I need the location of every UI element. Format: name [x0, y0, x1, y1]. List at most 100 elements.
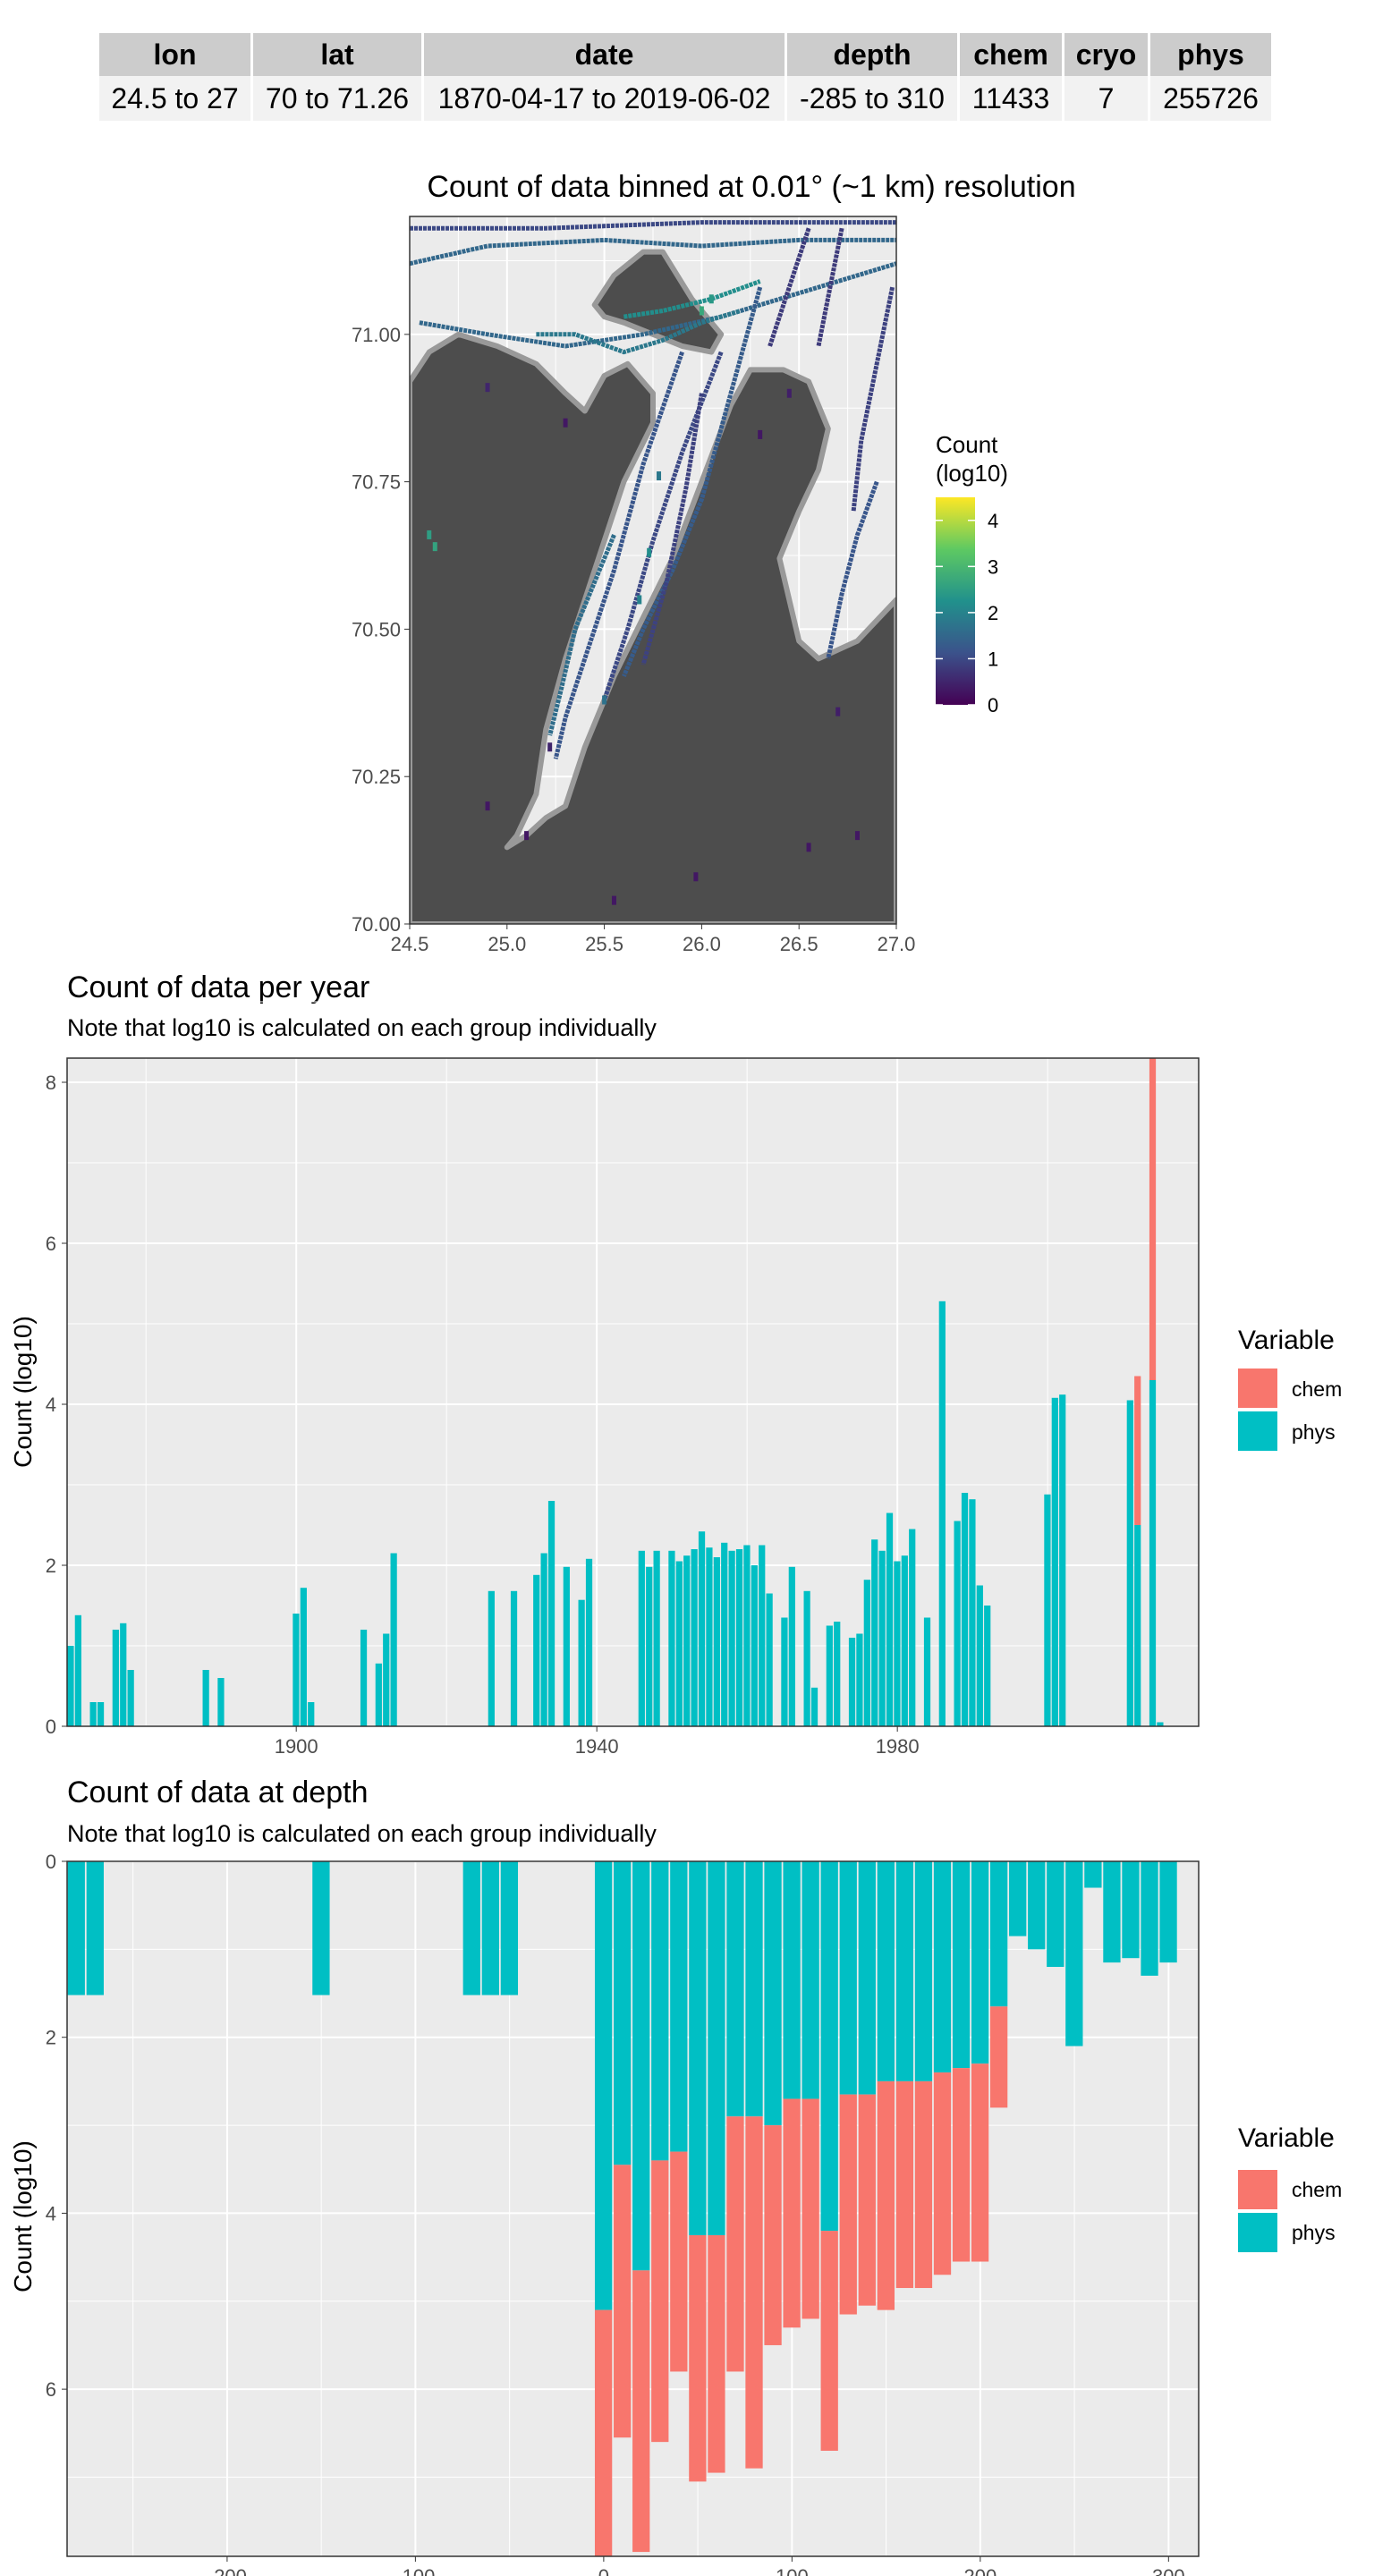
depth-legend-chem-label: chem [1292, 2178, 1342, 2201]
data-cell [432, 542, 437, 552]
phys-bar [1051, 1397, 1058, 1726]
phys-bar [1065, 1861, 1083, 2046]
cell-date: 1870-04-17 to 2019-06-02 [424, 76, 785, 121]
mainland-polygon [410, 331, 896, 924]
phys-bar [632, 1861, 650, 2271]
phys-bar [788, 1566, 795, 1726]
phys-bar [638, 1550, 645, 1726]
data-cell [563, 418, 568, 428]
phys-bar [585, 1558, 593, 1726]
map-x-tick-label: 26.0 [683, 933, 721, 955]
map-x-tick-label: 26.5 [780, 933, 818, 955]
chem-bar [632, 2270, 650, 2553]
header-lat: lat [253, 33, 421, 76]
phys-bar [856, 1633, 863, 1726]
y-tick-label: 0 [46, 1716, 56, 1738]
track-cells [851, 286, 895, 512]
cell-cryo: 7 [1064, 76, 1148, 121]
map-colorbar-ticks: 0 1 2 3 4 [936, 510, 998, 716]
track-cells [826, 480, 879, 659]
y-tick-label: 2 [46, 2027, 56, 2049]
depth-chart: Count of data at depth Note that log10 i… [9, 1775, 1342, 2576]
year-x-axis: 1900 1940 1980 [275, 1726, 920, 1758]
x-tick-label: 0 [598, 2565, 609, 2576]
chem-bar [895, 2080, 914, 2289]
phys-bar [1028, 1861, 1046, 1950]
phys-bar [67, 1861, 85, 1996]
header-phys: phys [1150, 33, 1271, 76]
phys-bar [533, 1574, 540, 1726]
map-x-tick-label: 24.5 [391, 933, 429, 955]
colorbar-tick-label: 2 [988, 602, 998, 624]
summary-header-row: lon lat date depth chem cryo phys [99, 33, 1271, 76]
year-legend-chem-label: chem [1292, 1377, 1342, 1401]
header-lon: lon [99, 33, 250, 76]
phys-bar [670, 1861, 688, 2152]
phys-bar [728, 1550, 735, 1726]
phys-bar [989, 1861, 1008, 2007]
map-title: Count of data binned at 0.01° (~1 km) re… [427, 170, 1075, 204]
header-chem: chem [960, 33, 1062, 76]
x-tick-label: 1940 [575, 1735, 619, 1758]
phys-bar [360, 1630, 368, 1726]
chem-bar [952, 2068, 971, 2262]
chem-bar [764, 2125, 782, 2345]
phys-bar [698, 1531, 706, 1726]
map-tracks [410, 220, 896, 905]
map-x-tick-label: 25.5 [585, 933, 623, 955]
phys-bar [594, 1861, 613, 2310]
chem-bar [614, 2165, 632, 2438]
depth-legend-phys-label: phys [1292, 2221, 1336, 2244]
phys-bar [112, 1630, 119, 1726]
phys-bar [877, 1861, 895, 2081]
phys-bar [293, 1614, 300, 1726]
cell-chem: 11433 [960, 76, 1062, 121]
x-tick-label: -200 [208, 2565, 247, 2576]
phys-bar [74, 1614, 81, 1726]
phys-bar [1084, 1861, 1102, 1888]
phys-bar [895, 1861, 914, 2081]
chem-bar [839, 2094, 857, 2315]
y-tick-label: 2 [46, 1555, 56, 1577]
chem-bar [726, 2116, 744, 2372]
data-cell [602, 695, 607, 705]
track-cells [547, 534, 616, 736]
y-tick-label: 6 [46, 1233, 56, 1255]
cell-lat: 70 to 71.26 [253, 76, 421, 121]
phys-bar [834, 1622, 841, 1726]
phys-bar [848, 1638, 856, 1726]
phys-bar [120, 1623, 127, 1726]
data-cell [611, 895, 616, 905]
depth-y-axis: 0 2 4 6 [46, 1851, 67, 2401]
phys-bar [1059, 1394, 1066, 1726]
phys-bar [745, 1861, 763, 2117]
data-cell [835, 707, 841, 716]
track-cells [816, 227, 844, 347]
data-cell [708, 294, 714, 304]
y-tick-label: 4 [46, 2202, 56, 2224]
phys-bar [735, 1549, 743, 1726]
phys-bar [933, 1861, 952, 2073]
phys-bar [863, 1580, 870, 1726]
phys-bar [668, 1550, 675, 1726]
phys-bar [127, 1670, 134, 1726]
track-cells [622, 286, 763, 678]
year-legend-title: Variable [1238, 1326, 1335, 1355]
depth-y-axis-title: Count (log10) [9, 2140, 37, 2292]
chem-bar [745, 2116, 763, 2469]
chem-bar [689, 2235, 707, 2482]
chem-bar [877, 2080, 895, 2310]
header-date: date [424, 33, 785, 76]
summary-table: lon lat date depth chem cryo phys 24.5 t… [97, 33, 1274, 121]
track-cells [410, 237, 896, 267]
depth-legend-phys-swatch [1238, 2213, 1277, 2252]
year-chart-panel [67, 1058, 1199, 1726]
phys-bar [312, 1861, 330, 1996]
map-x-tick-label: 27.0 [878, 933, 916, 955]
data-cell [758, 429, 763, 439]
colorbar-tick-label: 1 [988, 648, 998, 670]
chem-bar [783, 2098, 801, 2328]
map-x-tick-label: 25.0 [488, 933, 526, 955]
depth-x-axis: -200 -100 0 100 200 300 [208, 2556, 1185, 2576]
depth-chart-border [66, 1860, 1200, 2557]
